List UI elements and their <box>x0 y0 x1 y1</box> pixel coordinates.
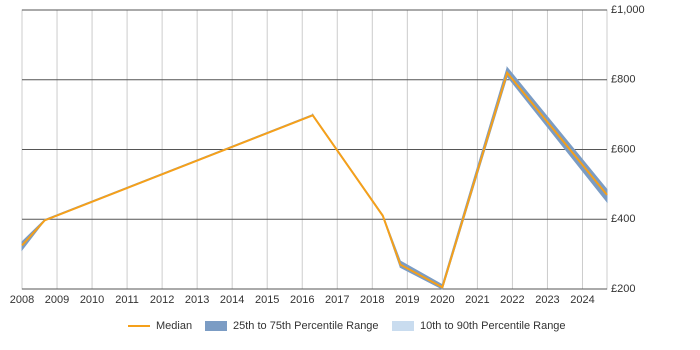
x-tick-label: 2018 <box>360 294 384 306</box>
x-tick-label: 2014 <box>220 294 244 306</box>
x-tick-label: 2015 <box>255 294 279 306</box>
x-tick-label: 2022 <box>500 294 524 306</box>
legend-swatch <box>205 321 227 331</box>
y-tick-label: £1,000 <box>611 4 645 16</box>
y-tick-label: £200 <box>611 283 635 295</box>
x-tick-label: 2008 <box>10 294 34 306</box>
x-tick-label: 2012 <box>150 294 174 306</box>
x-tick-label: 2024 <box>570 294 594 306</box>
legend-label: 25th to 75th Percentile Range <box>233 320 379 332</box>
x-tick-label: 2019 <box>395 294 419 306</box>
y-tick-label: £400 <box>611 213 635 225</box>
x-tick-label: 2020 <box>430 294 454 306</box>
legend-label: 10th to 90th Percentile Range <box>420 320 566 332</box>
median-line <box>21 70 608 289</box>
x-tick-label: 2017 <box>325 294 349 306</box>
x-tick-label: 2009 <box>45 294 69 306</box>
y-tick-label: £600 <box>611 143 635 155</box>
x-tick-label: 2013 <box>185 294 209 306</box>
x-tick-label: 2021 <box>465 294 489 306</box>
x-tick-label: 2011 <box>115 294 139 306</box>
y-tick-label: £800 <box>611 74 635 86</box>
x-tick-label: 2023 <box>535 294 559 306</box>
x-tick-label: 2010 <box>80 294 104 306</box>
legend-label: Median <box>156 320 192 332</box>
legend-swatch <box>392 321 414 331</box>
x-tick-label: 2016 <box>290 294 314 306</box>
